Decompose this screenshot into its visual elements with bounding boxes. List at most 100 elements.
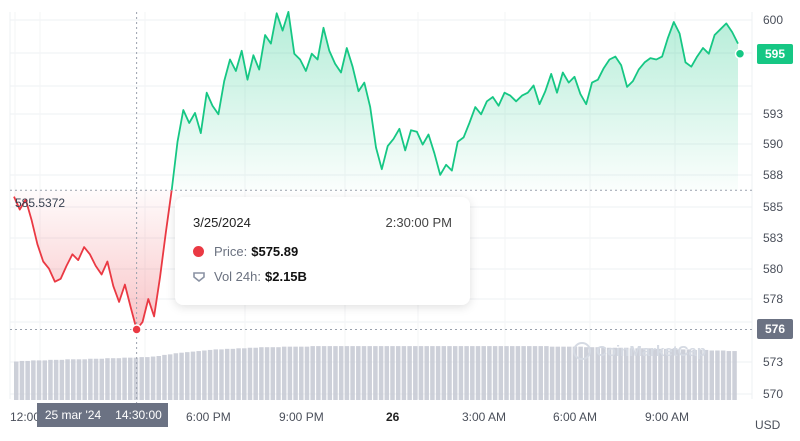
volume-bar: [504, 346, 509, 400]
volume-bar: [139, 357, 144, 400]
y-tick-label: 600: [763, 13, 783, 27]
volume-bar: [658, 348, 663, 400]
volume-bar: [373, 346, 378, 400]
volume-bar: [675, 349, 680, 400]
volume-bar: [122, 357, 127, 400]
volume-bar: [441, 346, 447, 400]
volume-bar: [207, 349, 213, 400]
volume-bar: [281, 346, 287, 400]
volume-bar: [42, 360, 47, 400]
price-lines: [13, 10, 739, 331]
volume-bar: [698, 349, 703, 400]
y-tick-label: 588: [763, 168, 783, 182]
volume-bar: [521, 346, 526, 400]
tooltip: 3/25/2024 2:30:00 PM Price: $575.89 Vol …: [175, 197, 470, 305]
volume-bar: [578, 346, 583, 400]
volume-bar: [110, 358, 116, 400]
volume-bar: [458, 346, 464, 400]
volume-bar: [310, 346, 315, 400]
volume-bar: [720, 350, 726, 400]
volume-bar: [652, 348, 657, 400]
volume-bar: [19, 360, 25, 400]
volume-bar: [276, 347, 281, 400]
x-tick-label: 12:00: [10, 410, 40, 424]
volume-bar: [259, 347, 264, 400]
volume-bar: [202, 350, 207, 400]
volume-bar: [680, 349, 686, 400]
volume-bar: [384, 346, 390, 400]
volume-bar: [532, 346, 538, 400]
volume-bar: [344, 346, 350, 400]
current-price-badge: 595: [757, 43, 793, 64]
green-area: [171, 11, 738, 191]
x-tick-label: 9:00 PM: [279, 410, 324, 424]
volume-bar: [31, 360, 36, 400]
volume-bar: [167, 354, 173, 400]
volume-bar: [128, 357, 133, 400]
volume-bar: [629, 348, 635, 400]
y-tick-label: 585: [763, 200, 783, 214]
volume-bar: [498, 346, 504, 400]
crosshair-point: [131, 324, 142, 335]
tooltip-time: 2:30:00 PM: [385, 215, 453, 230]
volume-bar: [623, 347, 629, 400]
volume-bar: [327, 346, 333, 400]
volume-bar: [65, 359, 70, 400]
volume-bar: [401, 346, 407, 400]
volume-bar: [185, 352, 190, 400]
coinmarketcap-watermark: CoinMarketCap: [573, 342, 706, 360]
volume-bar: [549, 346, 555, 400]
volume-bar: [606, 347, 612, 400]
volume-bar: [395, 346, 401, 400]
reference-price-label: 585.5372: [15, 196, 66, 210]
volume-bar: [646, 348, 652, 400]
volume-bar: [555, 346, 561, 400]
tooltip-volume-row: Vol 24h: $2.15B: [193, 269, 307, 284]
volume-bar: [36, 360, 42, 400]
volume-bar: [470, 346, 475, 400]
volume-bar: [93, 358, 99, 400]
y-tick-label: 578: [763, 292, 783, 306]
volume-bar: [703, 349, 709, 400]
volume-icon: [193, 271, 205, 282]
y-tick-label: 590: [763, 137, 783, 151]
volume-bar: [179, 352, 184, 400]
volume-bar: [356, 346, 361, 400]
volume-bar: [196, 351, 201, 400]
volume-bar: [481, 346, 486, 400]
volume-bar: [293, 346, 298, 400]
volume-bar: [82, 359, 87, 400]
volume-bar: [378, 346, 384, 400]
y-tick-label: 580: [763, 262, 783, 276]
volume-bar: [595, 347, 600, 400]
price-dot-icon: [193, 246, 204, 257]
volume-bar: [732, 351, 737, 400]
volume-bar: [25, 360, 30, 400]
tooltip-date: 3/25/2024: [193, 215, 251, 230]
volume-bar: [190, 351, 196, 400]
volume-bar: [435, 346, 441, 400]
volume-bar: [350, 346, 355, 400]
volume-bar: [304, 346, 310, 400]
volume-bar: [299, 346, 304, 400]
x-tick-label: 3:00 AM: [462, 410, 506, 424]
volume-bar: [224, 348, 230, 400]
volume-bar: [641, 348, 646, 400]
volume-bar: [544, 346, 549, 400]
volume-bar: [116, 358, 122, 400]
volume-bar: [219, 349, 224, 400]
volume-bar: [663, 348, 669, 400]
volume-bar: [48, 359, 53, 400]
volume-bar: [361, 346, 367, 400]
volume-bar: [150, 356, 156, 400]
volume-bar: [527, 346, 532, 400]
volume-bar: [413, 346, 418, 400]
volume-bar: [333, 346, 338, 400]
currency-label: USD: [755, 418, 781, 432]
current-price-point: [734, 48, 746, 59]
y-tick-label: 570: [763, 387, 783, 401]
volume-bar: [367, 346, 372, 400]
volume-bar: [242, 348, 247, 400]
tooltip-price-row: Price: $575.89: [193, 244, 298, 259]
